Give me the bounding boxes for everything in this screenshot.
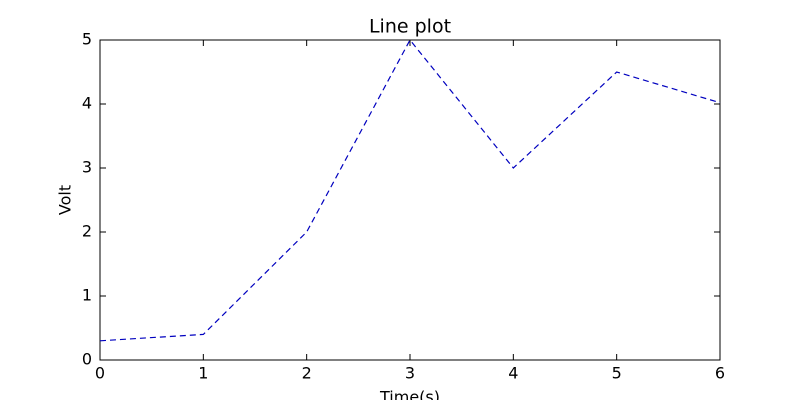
y-axis-label: Volt	[56, 185, 75, 215]
y-tick-label: 0	[82, 350, 92, 369]
y-tick-label: 4	[82, 94, 92, 113]
chart-title: Line plot	[369, 16, 451, 38]
x-axis-label: Time(s)	[379, 388, 440, 400]
x-tick-label: 2	[302, 364, 312, 383]
plot-frame	[99, 39, 721, 361]
x-tick-label: 4	[508, 364, 518, 383]
y-tick-label: 2	[82, 222, 92, 241]
x-tick-label: 5	[612, 364, 622, 383]
x-tick-label: 6	[715, 364, 725, 383]
x-tick-label: 3	[405, 364, 415, 383]
y-tick-label: 1	[82, 286, 92, 305]
x-tick-label: 1	[198, 364, 208, 383]
data-line	[99, 38, 721, 342]
x-tick-label: 0	[95, 364, 105, 383]
y-tick-label: 3	[82, 158, 92, 177]
y-tick-label: 5	[82, 30, 92, 49]
